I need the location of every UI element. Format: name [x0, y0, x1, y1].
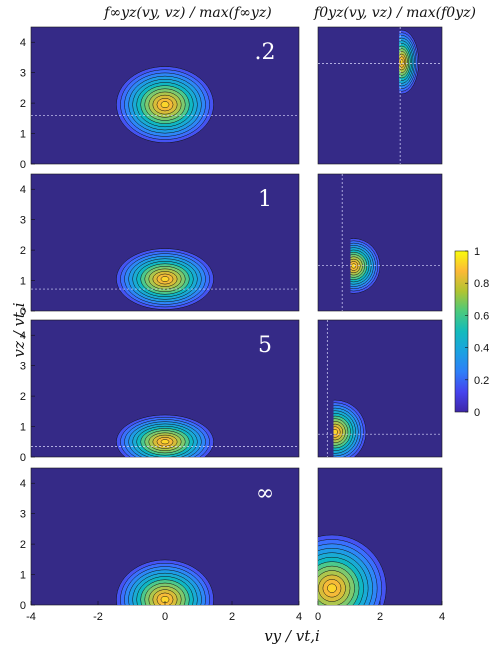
left-panel-1: 1 0 1 2 3 4: [20, 173, 300, 318]
panel-label: .2: [255, 40, 276, 65]
left-contours: [116, 66, 214, 143]
y-tick-label: 3: [20, 68, 26, 80]
y-tick-label: 2: [20, 98, 26, 110]
right-blob: [399, 29, 419, 95]
left-contour-11: [160, 101, 170, 109]
right-panel-bg: [317, 173, 443, 312]
colorbar-tick-label: 0: [474, 407, 480, 419]
y-tick-label: 1: [20, 276, 26, 288]
right-contour-11: [351, 263, 357, 269]
right-title: f0yz(vy, vz) / max(f0yz): [313, 5, 476, 21]
colorbar-tick-label: 0.6: [474, 310, 489, 322]
colorbar-tick-label: 0.8: [474, 278, 489, 290]
right-panel-bg: [317, 26, 443, 165]
x-ticks: -4 -2 0 2 4 0 2 4: [26, 601, 445, 623]
y-tick-label: 4: [20, 37, 26, 49]
y-tick-label: 1: [20, 422, 26, 434]
panel-label: 1: [258, 187, 272, 212]
colorbar: 0 0.2 0.4 0.6 0.8 1: [454, 246, 489, 419]
left-contours: [116, 414, 214, 457]
panel-label: ∞: [256, 481, 274, 506]
right-contours: [399, 29, 419, 95]
y-tick-label: 3: [20, 215, 26, 227]
x-tick-label: 2: [229, 611, 235, 623]
y-tick-label: 0: [20, 600, 26, 612]
right-blob: [333, 399, 367, 457]
right-blob: [350, 238, 381, 294]
x-tick-label: -4: [26, 611, 36, 623]
y-axis-label: vz / vt,i: [10, 302, 28, 357]
y-tick-label: 0: [20, 306, 26, 318]
right-contours: [333, 399, 367, 457]
y-tick-label: 2: [20, 539, 26, 551]
y-tick-label: 3: [20, 509, 26, 521]
y-tick-label: 3: [20, 361, 26, 373]
colorbar-tick-label: 0.2: [474, 375, 489, 387]
right-panel-3: [317, 467, 443, 606]
x-tick-label: 0: [315, 611, 321, 623]
right-blob: [318, 534, 387, 605]
left-panel-2: 5 0 1 2 3 4: [20, 319, 300, 464]
right-contour-11: [333, 429, 338, 435]
y-tick-label: 1: [20, 129, 26, 141]
left-contour-11: [160, 439, 170, 445]
right-panel-2: [317, 319, 443, 458]
colorbar-tick-label: 1: [474, 246, 480, 258]
right-panel-0: [317, 26, 443, 165]
left-panel-3: ∞ 0 1 2 3 4: [20, 467, 300, 612]
colorbar-gradient: [454, 250, 469, 413]
right-contours: [350, 238, 381, 294]
x-tick-label: 0: [162, 611, 168, 623]
left-contour-11: [160, 276, 170, 282]
y-tick-label: 2: [20, 391, 26, 403]
colorbar-ticks: 0 0.2 0.4 0.6 0.8 1: [465, 246, 489, 419]
left-title: f∞yz(vy, vz) / max(f∞yz): [103, 5, 271, 21]
left-panel-0: .2 0 1 2 3 4: [20, 26, 300, 171]
y-tick-label: 2: [20, 245, 26, 257]
x-tick-label: -2: [93, 611, 103, 623]
x-tick-label: 4: [296, 611, 302, 623]
y-tick-label: 0: [20, 159, 26, 171]
left-contours: [116, 559, 214, 605]
panel-label: 5: [258, 333, 272, 358]
y-tick-label: 4: [20, 478, 26, 490]
colorbar-tick-label: 0.4: [474, 343, 489, 355]
y-tick-label: 0: [20, 452, 26, 464]
y-tick-label: 4: [20, 184, 26, 196]
y-tick-label: 4: [20, 330, 26, 342]
panels: .2 0 1 2 3 4 1 0 1 2 3 4 5 0 1 2 3 4 ∞ 0 1 2 3 4 -4 -2 0 2 4 0 2 4: [20, 26, 445, 623]
right-contour-11: [327, 583, 337, 593]
right-contours: [318, 534, 387, 605]
y-tick-label: 1: [20, 570, 26, 582]
left-contours: [116, 248, 214, 310]
x-tick-label: 4: [439, 611, 445, 623]
right-panel-1: [317, 173, 443, 312]
x-axis-label: vy / vt,i: [264, 627, 320, 645]
x-tick-label: 2: [377, 611, 383, 623]
